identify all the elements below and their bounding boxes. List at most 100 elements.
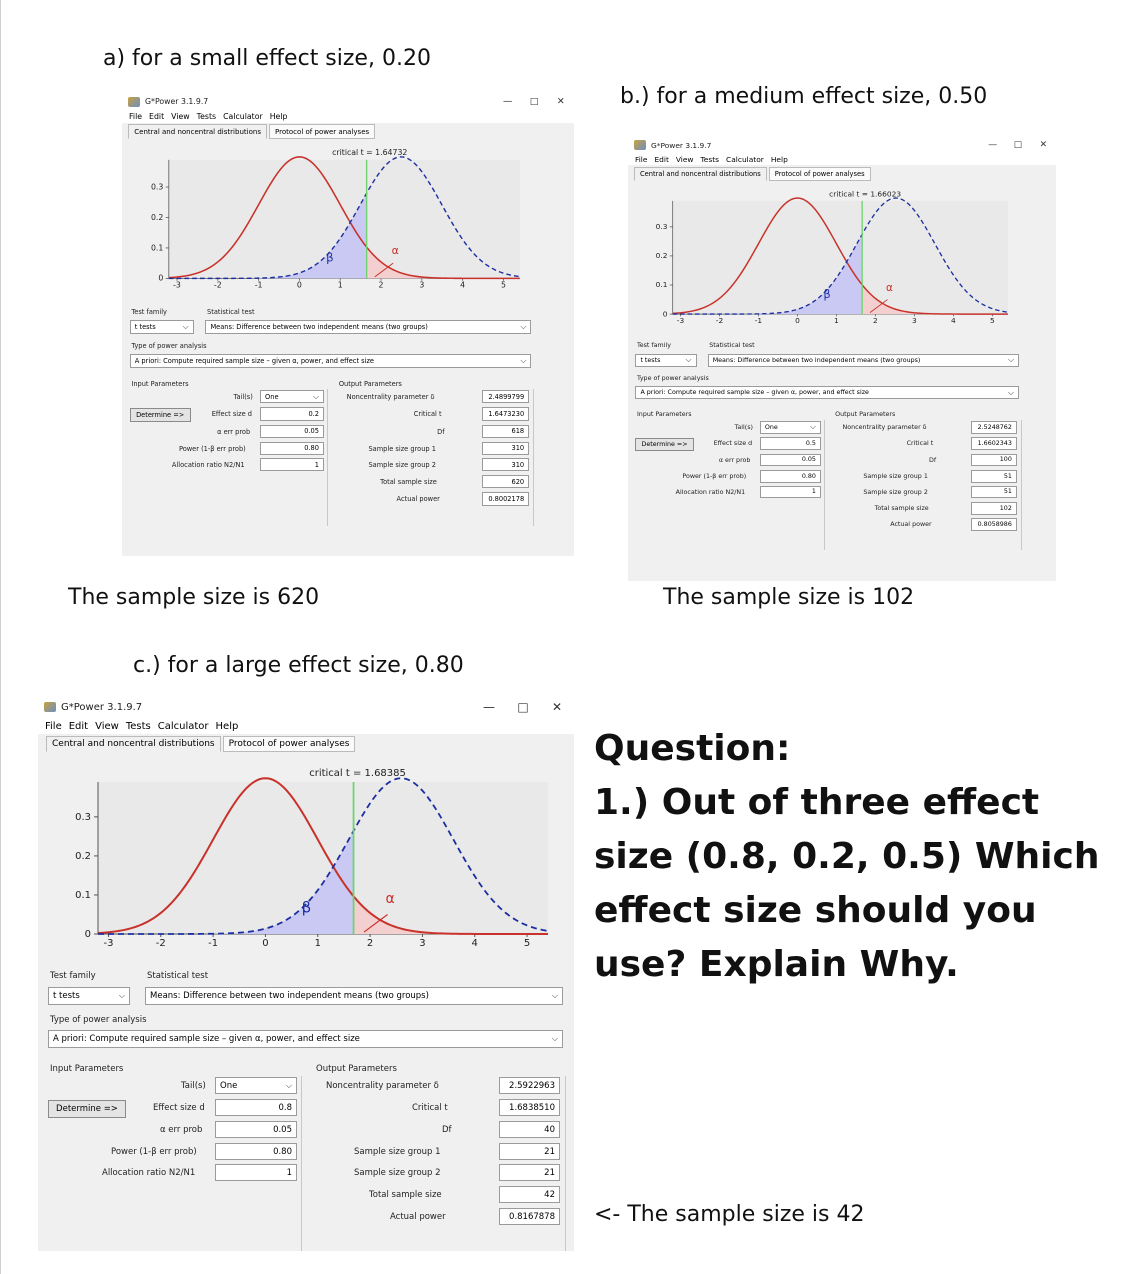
tab-distributions[interactable]: Central and noncentral distributions bbox=[128, 124, 267, 140]
menu-tests[interactable]: Tests bbox=[125, 720, 151, 732]
statistical-test-select[interactable]: Means: Difference between two independen… bbox=[145, 987, 563, 1005]
close-button[interactable]: ✕ bbox=[551, 700, 563, 714]
chevron-down-icon: ⌵ bbox=[520, 355, 527, 365]
determine-button[interactable]: Determine => bbox=[129, 408, 191, 423]
y-tick-label: 0.1 bbox=[151, 244, 163, 253]
tails-select[interactable]: One ⌵ bbox=[759, 420, 821, 434]
power-analysis-type-select[interactable]: A priori: Compute required sample size –… bbox=[129, 353, 532, 368]
alpha-input[interactable]: 0.05 bbox=[759, 453, 821, 467]
effect-size-input[interactable]: 0.5 bbox=[759, 437, 821, 450]
panel-divider bbox=[327, 389, 328, 526]
menu-edit[interactable]: Edit bbox=[149, 111, 165, 121]
minimize-button[interactable]: — bbox=[503, 96, 513, 108]
question-heading: Question: bbox=[594, 728, 791, 769]
effect-size-input[interactable]: 0.8 bbox=[215, 1099, 297, 1116]
statistical-test-select[interactable]: Means: Difference between two independen… bbox=[707, 353, 1020, 368]
df-output: 100 bbox=[971, 453, 1017, 467]
power-input[interactable]: 0.80 bbox=[215, 1143, 297, 1160]
allocation-input[interactable]: 1 bbox=[215, 1164, 297, 1181]
y-tick-label: 0.2 bbox=[656, 251, 668, 260]
beta-symbol: β bbox=[326, 251, 333, 265]
title-bar: G*Power 3.1.9.7 — □ ✕ bbox=[122, 93, 574, 111]
statistical-test-select[interactable]: Means: Difference between two independen… bbox=[205, 319, 532, 334]
tab-protocol[interactable]: Protocol of power analyses bbox=[269, 124, 376, 140]
menu-calculator[interactable]: Calculator bbox=[223, 111, 263, 121]
tab-distributions[interactable]: Central and noncentral distributions bbox=[46, 736, 221, 752]
x-tick-label: -2 bbox=[156, 938, 166, 949]
x-tick-label: 3 bbox=[912, 316, 917, 325]
maximize-button[interactable]: □ bbox=[517, 700, 529, 714]
distribution-plot: 0.3 0.2 0.1 0 -3 -2 -1 0 1 2 3 4 5 critical t = 1.660… bbox=[656, 190, 1009, 325]
determine-button[interactable]: Determine => bbox=[48, 1100, 126, 1118]
menu-edit[interactable]: Edit bbox=[654, 154, 669, 164]
noncentrality-output: 2.4899799 bbox=[481, 390, 530, 404]
menu-calculator[interactable]: Calculator bbox=[726, 154, 764, 164]
power-analysis-type-select[interactable]: A priori: Compute required sample size –… bbox=[635, 385, 1020, 400]
y-tick-label: 0.3 bbox=[151, 183, 163, 192]
minimize-button[interactable]: — bbox=[483, 700, 495, 714]
menu-file[interactable]: File bbox=[635, 154, 648, 164]
power-analysis-type-label: Type of power analysis bbox=[131, 341, 207, 350]
close-button[interactable]: ✕ bbox=[556, 96, 565, 108]
tab-protocol[interactable]: Protocol of power analyses bbox=[768, 166, 871, 181]
beta-symbol: β bbox=[302, 899, 312, 917]
group2-label: Sample size group 2 bbox=[368, 461, 436, 470]
critical-t-output: 1.6602343 bbox=[971, 437, 1017, 450]
minimize-button[interactable]: — bbox=[988, 140, 998, 151]
alpha-input[interactable]: 0.05 bbox=[260, 424, 324, 438]
menu-edit[interactable]: Edit bbox=[68, 720, 89, 732]
x-tick-label: 2 bbox=[379, 281, 384, 290]
menu-file[interactable]: File bbox=[45, 720, 62, 732]
test-family-value: t tests bbox=[134, 322, 156, 331]
tab-distributions[interactable]: Central and noncentral distributions bbox=[633, 166, 767, 181]
y-tick-label: 0 bbox=[663, 310, 668, 319]
menu-tests[interactable]: Tests bbox=[196, 111, 217, 121]
determine-button[interactable]: Determine => bbox=[635, 437, 694, 452]
tails-label: Tail(s) bbox=[181, 1081, 206, 1091]
total-output: 620 bbox=[481, 475, 530, 489]
total-label: Total sample size bbox=[369, 1190, 442, 1200]
alpha-input[interactable]: 0.05 bbox=[215, 1121, 297, 1138]
tab-protocol[interactable]: Protocol of power analyses bbox=[222, 736, 356, 752]
beta-region bbox=[672, 234, 863, 315]
menu-view[interactable]: View bbox=[171, 111, 190, 121]
test-family-value: t tests bbox=[640, 356, 661, 364]
gpower-app-icon bbox=[128, 96, 140, 107]
allocation-input[interactable]: 1 bbox=[759, 485, 821, 499]
y-tick-label: 0.1 bbox=[75, 890, 91, 901]
alpha-symbol: α bbox=[392, 244, 399, 257]
distribution-plot: 0.3 0.2 0.1 0 -3 -2 -1 0 1 2 3 4 5 critical t = 1.647… bbox=[151, 148, 520, 290]
menu-view[interactable]: View bbox=[95, 720, 119, 732]
menu-help[interactable]: Help bbox=[770, 154, 788, 164]
allocation-label: Allocation ratio N2/N1 bbox=[102, 1168, 196, 1178]
menu-help[interactable]: Help bbox=[269, 111, 288, 121]
maximize-button[interactable]: □ bbox=[529, 96, 539, 108]
test-family-select[interactable]: t tests ⌵ bbox=[48, 987, 130, 1005]
window-title: G*Power 3.1.9.7 bbox=[651, 140, 712, 150]
menu-file[interactable]: File bbox=[129, 111, 143, 121]
tails-label: Tail(s) bbox=[233, 393, 253, 402]
menu-help[interactable]: Help bbox=[215, 720, 239, 732]
output-parameters-heading: Output Parameters bbox=[316, 1064, 397, 1074]
close-button[interactable]: ✕ bbox=[1039, 140, 1048, 151]
tails-value: One bbox=[265, 392, 279, 401]
test-family-select[interactable]: t tests ⌵ bbox=[129, 319, 194, 334]
test-family-select[interactable]: t tests ⌵ bbox=[635, 353, 697, 368]
caption-b-result: The sample size is 102 bbox=[663, 585, 915, 610]
null-distribution-curve bbox=[672, 197, 1008, 316]
power-input[interactable]: 0.80 bbox=[759, 470, 821, 483]
maximize-button[interactable]: □ bbox=[1013, 140, 1023, 151]
effect-size-input[interactable]: 0.2 bbox=[260, 407, 324, 421]
menu-calculator[interactable]: Calculator bbox=[157, 720, 209, 732]
allocation-input[interactable]: 1 bbox=[260, 458, 324, 472]
power-input[interactable]: 0.80 bbox=[260, 441, 324, 455]
caption-b-title: b.) for a medium effect size, 0.50 bbox=[620, 84, 988, 109]
tails-select[interactable]: One ⌵ bbox=[215, 1077, 297, 1094]
tails-select[interactable]: One ⌵ bbox=[260, 390, 324, 404]
power-analysis-type-value: A priori: Compute required sample size –… bbox=[53, 1034, 360, 1044]
menu-view[interactable]: View bbox=[675, 154, 694, 164]
menu-tests[interactable]: Tests bbox=[700, 154, 720, 164]
alternative-distribution-curve bbox=[168, 156, 520, 280]
power-analysis-type-select[interactable]: A priori: Compute required sample size –… bbox=[48, 1030, 563, 1048]
noncentrality-label: Noncentrality parameter δ bbox=[842, 423, 927, 431]
